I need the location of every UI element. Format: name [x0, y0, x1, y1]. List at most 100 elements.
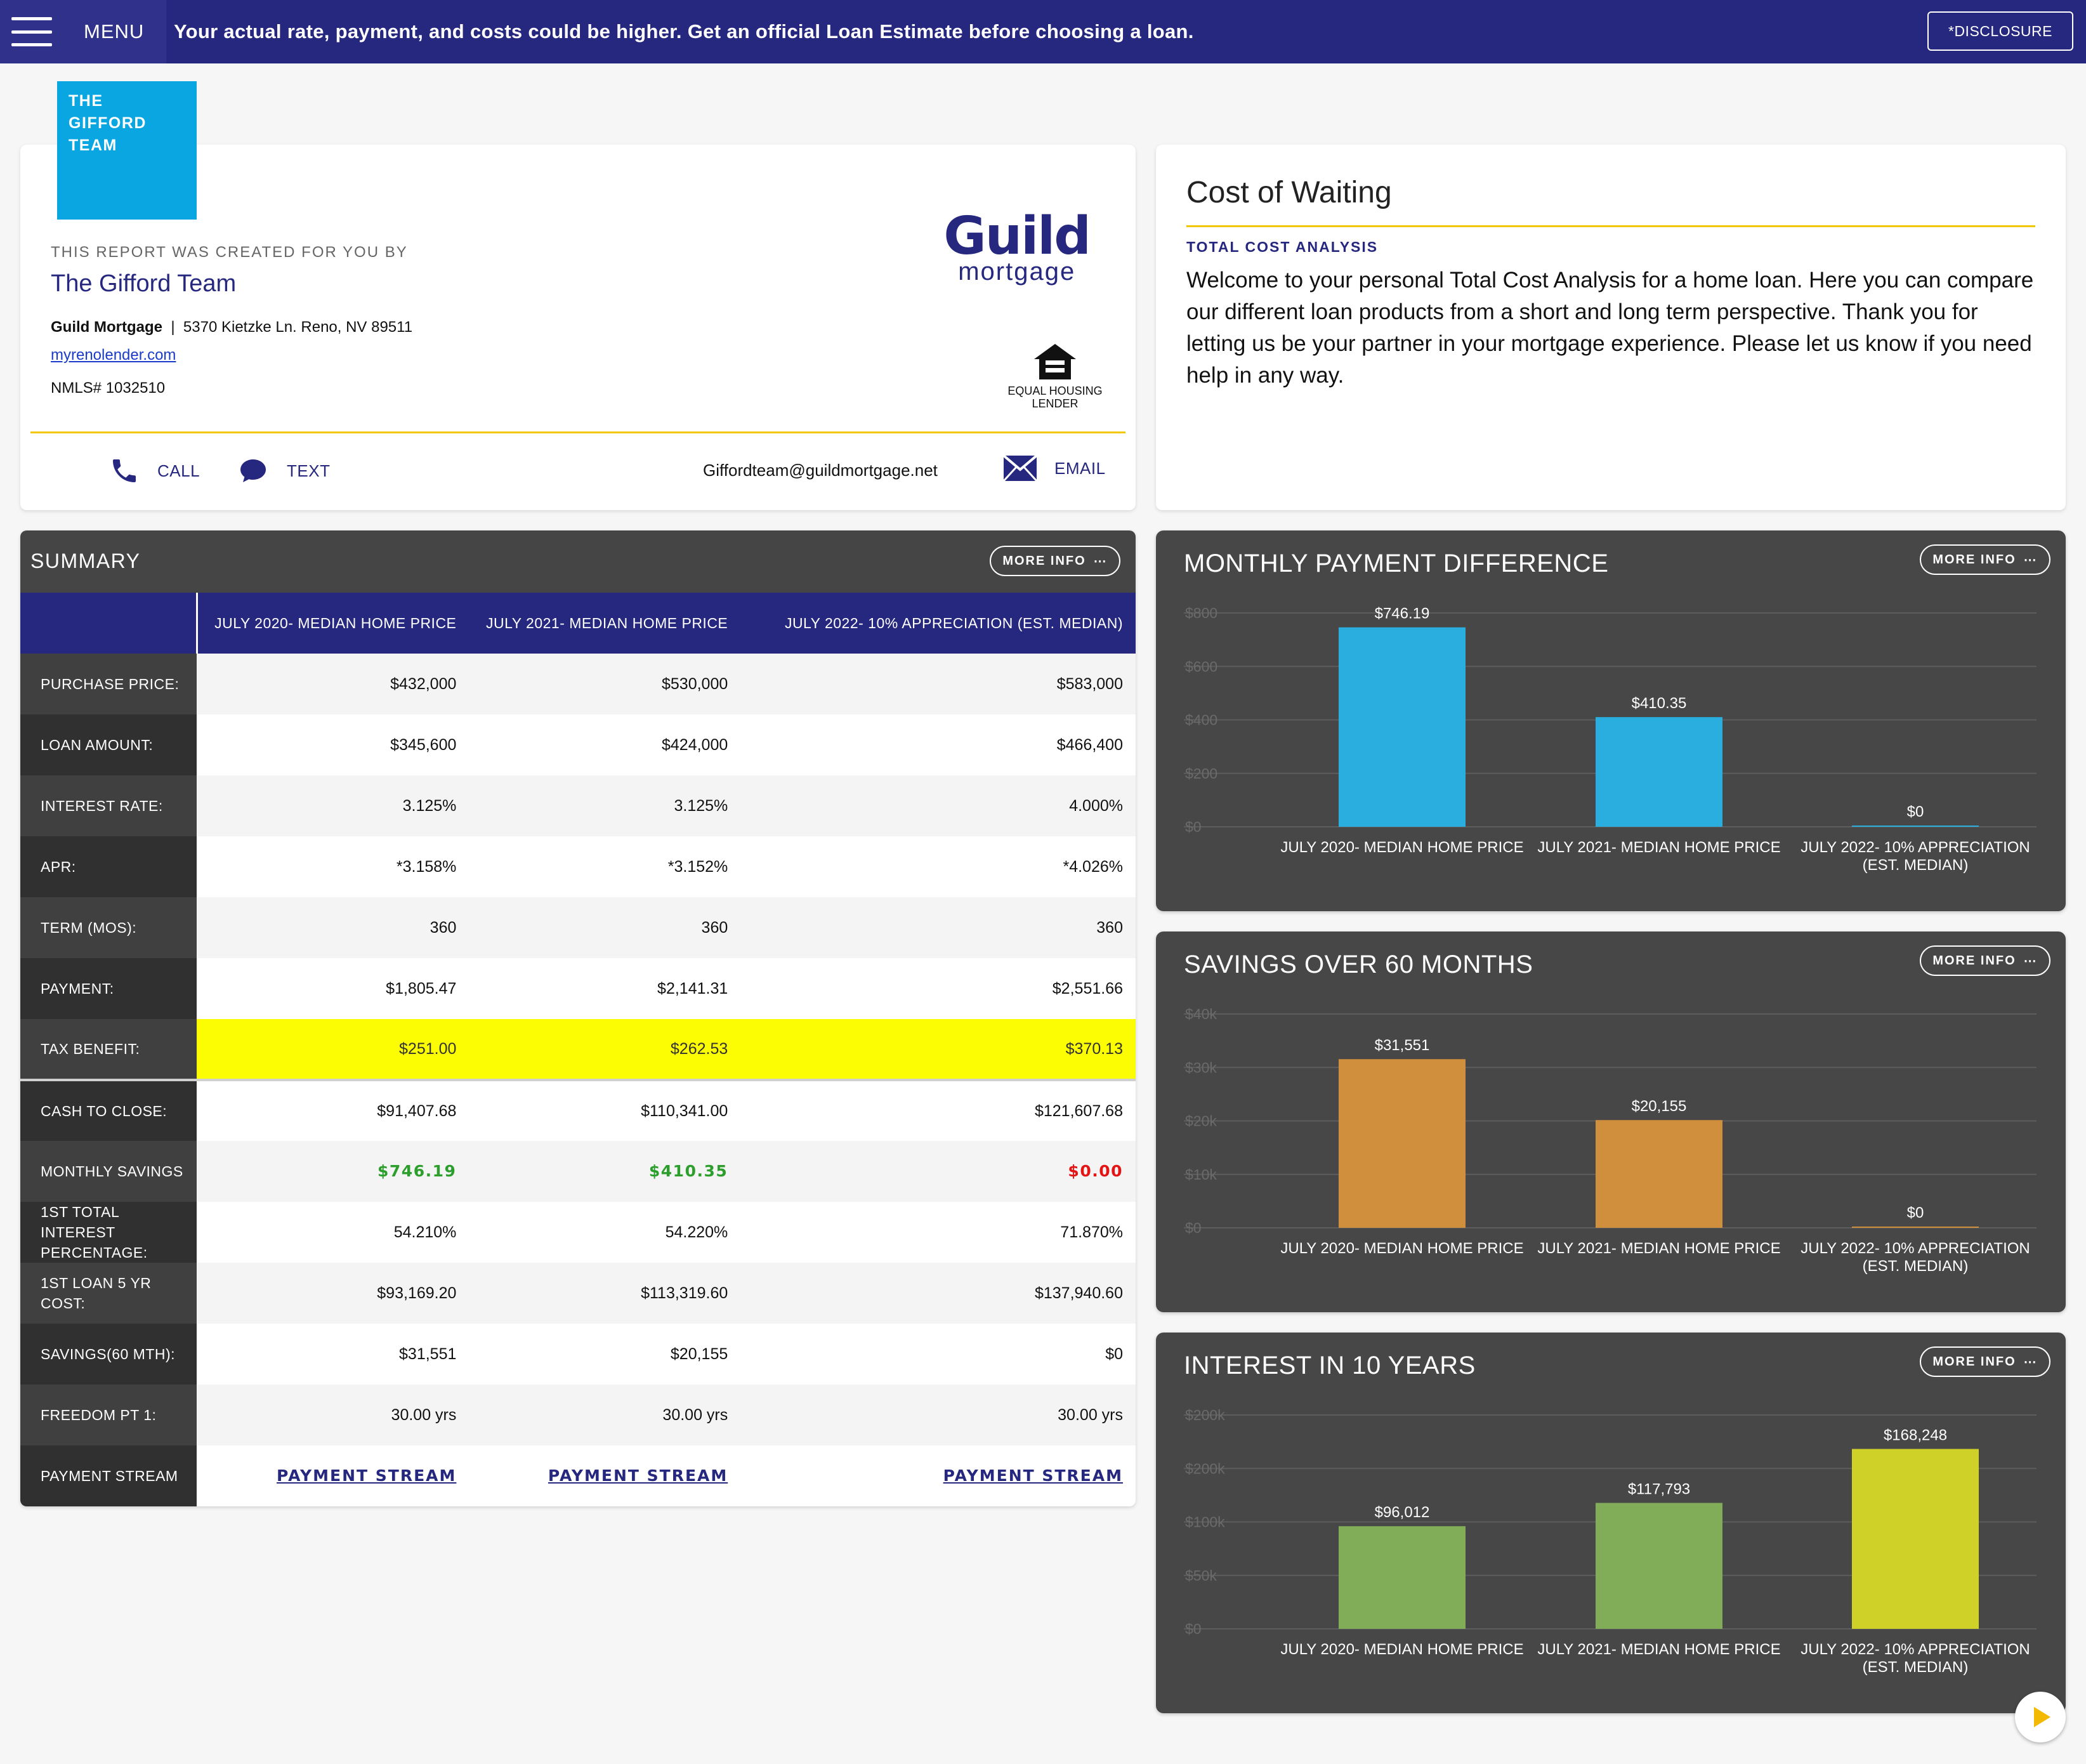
cell-value: $1,805.47 — [386, 979, 457, 997]
cell-value: 360 — [430, 918, 457, 937]
summary-table: JULY 2020- MEDIAN HOME PRICE JULY 2021- … — [20, 593, 1136, 1506]
summary-title: SUMMARY — [30, 550, 141, 572]
cell-value: $0.00 — [1068, 1162, 1123, 1180]
x-tick-label: JULY 2022- 10% APPRECIATION (EST. MEDIAN) — [1801, 1240, 2030, 1275]
call-label: CALL — [157, 461, 200, 480]
ellipsis-icon: ⋯ — [1093, 554, 1108, 569]
bar — [1339, 627, 1466, 827]
call-button[interactable]: CALL — [109, 456, 200, 486]
cell-value: $530,000 — [661, 675, 728, 693]
table-cell: PAYMENT STREAM — [197, 1445, 469, 1506]
table-row: SAVINGS(60 MTH): $31,551 $20,155 $0 — [20, 1324, 1136, 1385]
row-label: TAX BENEFIT: — [20, 1019, 197, 1081]
column-header: JULY 2020- MEDIAN HOME PRICE — [197, 593, 469, 654]
table-cell: $0.00 — [740, 1141, 1136, 1202]
payment-stream-link[interactable]: PAYMENT STREAM — [548, 1466, 728, 1485]
y-tick-label: $20k — [1185, 1113, 1217, 1129]
more-info-button[interactable]: MORE INFO ⋯ — [1920, 945, 2050, 976]
bar — [1339, 1059, 1466, 1228]
ellipsis-icon: ⋯ — [2023, 954, 2038, 968]
table-cell: 3.125% — [469, 775, 741, 836]
more-info-label: MORE INFO — [1932, 953, 2016, 968]
y-tick-label: $600 — [1185, 658, 1217, 675]
x-tick-label: JULY 2020- MEDIAN HOME PRICE — [1280, 1641, 1523, 1658]
rate-disclaimer-text: Your actual rate, payment, and costs cou… — [174, 20, 1194, 43]
bar — [1852, 826, 1979, 827]
disclosure-button[interactable]: *DISCLOSURE — [1927, 11, 2073, 51]
table-row: APR: *3.158% *3.152% *4.026% — [20, 836, 1136, 897]
table-cell: $20,155 — [469, 1324, 741, 1385]
logo-line: TEAM — [69, 136, 117, 154]
table-cell: $113,319.60 — [469, 1263, 741, 1324]
table-cell: $746.19 — [197, 1141, 469, 1202]
cell-value: $262.53 — [670, 1039, 728, 1058]
equal-housing-lender-logo: EQUAL HOUSING LENDER — [1001, 343, 1109, 410]
monthly-payment-chart: $0 $200 $400 $600 $800 $746.19 $410.35 $0 JULY 2… — [1184, 605, 2037, 874]
play-button[interactable] — [2015, 1692, 2066, 1742]
y-tick-label: $0 — [1185, 819, 1202, 835]
more-info-button[interactable]: MORE INFO ⋯ — [990, 546, 1120, 576]
cell-value: 360 — [1096, 918, 1123, 937]
table-cell: $2,141.31 — [469, 958, 741, 1019]
cell-value: 71.870% — [1060, 1223, 1123, 1241]
cell-value: $2,141.31 — [657, 979, 728, 997]
payment-stream-link[interactable]: PAYMENT STREAM — [943, 1466, 1123, 1485]
data-label: $0 — [1907, 1204, 1924, 1221]
menu-label[interactable]: MENU — [84, 20, 145, 43]
table-cell: 360 — [740, 897, 1136, 958]
table-cell: 30.00 yrs — [740, 1385, 1136, 1445]
menu-block[interactable]: MENU — [0, 0, 166, 63]
row-label: PURCHASE PRICE: — [20, 654, 197, 714]
cell-value: $93,169.20 — [377, 1284, 457, 1302]
cell-value: $746.19 — [377, 1162, 457, 1180]
divider — [30, 431, 1125, 433]
data-label: $410.35 — [1632, 695, 1687, 712]
table-row: PAYMENT STREAM PAYMENT STREAM PAYMENT STRE… — [20, 1445, 1136, 1506]
row-label: 1ST TOTAL INTEREST PERCENTAGE: — [20, 1202, 197, 1263]
y-tick-label: $800 — [1185, 605, 1217, 621]
cell-value: $121,607.68 — [1034, 1102, 1123, 1120]
cell-value: $91,407.68 — [377, 1102, 457, 1120]
y-tick-label: $400 — [1185, 712, 1217, 728]
email-label: EMAIL — [1054, 458, 1106, 478]
phone-icon — [113, 459, 136, 482]
cell-value: 3.125% — [402, 796, 457, 815]
table-cell: $251.00 — [197, 1019, 469, 1081]
cell-value: $410.35 — [648, 1162, 728, 1180]
bar — [1596, 1503, 1722, 1629]
more-info-label: MORE INFO — [1932, 552, 2016, 567]
table-row: INTEREST RATE: 3.125% 3.125% 4.000% — [20, 775, 1136, 836]
table-cell: $0 — [740, 1324, 1136, 1385]
table-cell: PAYMENT STREAM — [740, 1445, 1136, 1506]
data-label: $117,793 — [1628, 1481, 1690, 1498]
cell-value: *4.026% — [1063, 857, 1123, 876]
table-cell: $345,600 — [197, 714, 469, 775]
table-cell: PAYMENT STREAM — [469, 1445, 741, 1506]
table-row: TERM (MOS): 360 360 360 — [20, 897, 1136, 958]
table-cell: 54.210% — [197, 1202, 469, 1263]
table-cell: 30.00 yrs — [197, 1385, 469, 1445]
logo-line: GIFFORD — [69, 114, 147, 132]
table-cell: $110,341.00 — [469, 1080, 741, 1141]
x-tick-label: JULY 2020- MEDIAN HOME PRICE — [1280, 839, 1523, 856]
text-button[interactable]: TEXT — [237, 456, 330, 486]
more-info-button[interactable]: MORE INFO ⋯ — [1920, 544, 2050, 575]
hamburger-icon[interactable] — [11, 17, 52, 46]
table-cell: 360 — [469, 897, 741, 958]
more-info-button[interactable]: MORE INFO ⋯ — [1920, 1346, 2050, 1377]
y-tick-label: $200k — [1185, 1460, 1225, 1477]
cost-of-waiting-card: Cost of Waiting TOTAL COST ANALYSIS Welc… — [1156, 145, 2066, 510]
website-link[interactable]: myrenolender.com — [51, 346, 176, 364]
table-cell: $31,551 — [197, 1324, 469, 1385]
table-cell: $262.53 — [469, 1019, 741, 1081]
email-button[interactable]: EMAIL — [1004, 456, 1106, 481]
cell-value: $466,400 — [1056, 735, 1123, 754]
table-cell: $91,407.68 — [197, 1080, 469, 1141]
cell-value: $424,000 — [661, 735, 728, 754]
bar — [1596, 717, 1722, 827]
table-row: PAYMENT: $1,805.47 $2,141.31 $2,551.66 — [20, 958, 1136, 1019]
table-cell: $1,805.47 — [197, 958, 469, 1019]
row-label: INTEREST RATE: — [20, 775, 197, 836]
row-label: PAYMENT STREAM — [20, 1445, 197, 1506]
payment-stream-link[interactable]: PAYMENT STREAM — [277, 1466, 457, 1485]
